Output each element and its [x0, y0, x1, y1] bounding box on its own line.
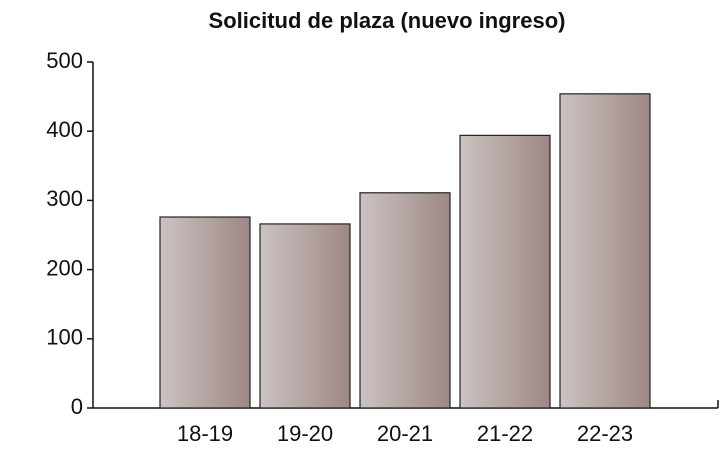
x-tick-label: 20-21: [377, 421, 433, 446]
y-tick-label: 200: [46, 255, 83, 280]
bar: [459, 134, 551, 409]
y-tick-label: 0: [71, 394, 83, 419]
bar: [559, 93, 651, 409]
bar: [359, 192, 451, 409]
x-tick-label: 21-22: [477, 421, 533, 446]
x-tick-label: 18-19: [177, 421, 233, 446]
x-tick-label: 22-23: [577, 421, 633, 446]
y-tick-label: 100: [46, 325, 83, 350]
y-tick-label: 500: [46, 48, 83, 73]
bar: [259, 223, 351, 409]
chart-title: Solicitud de plaza (nuevo ingreso): [209, 8, 566, 33]
y-tick-label: 400: [46, 117, 83, 142]
y-tick-label: 300: [46, 186, 83, 211]
bar: [159, 216, 251, 409]
x-tick-label: 19-20: [277, 421, 333, 446]
